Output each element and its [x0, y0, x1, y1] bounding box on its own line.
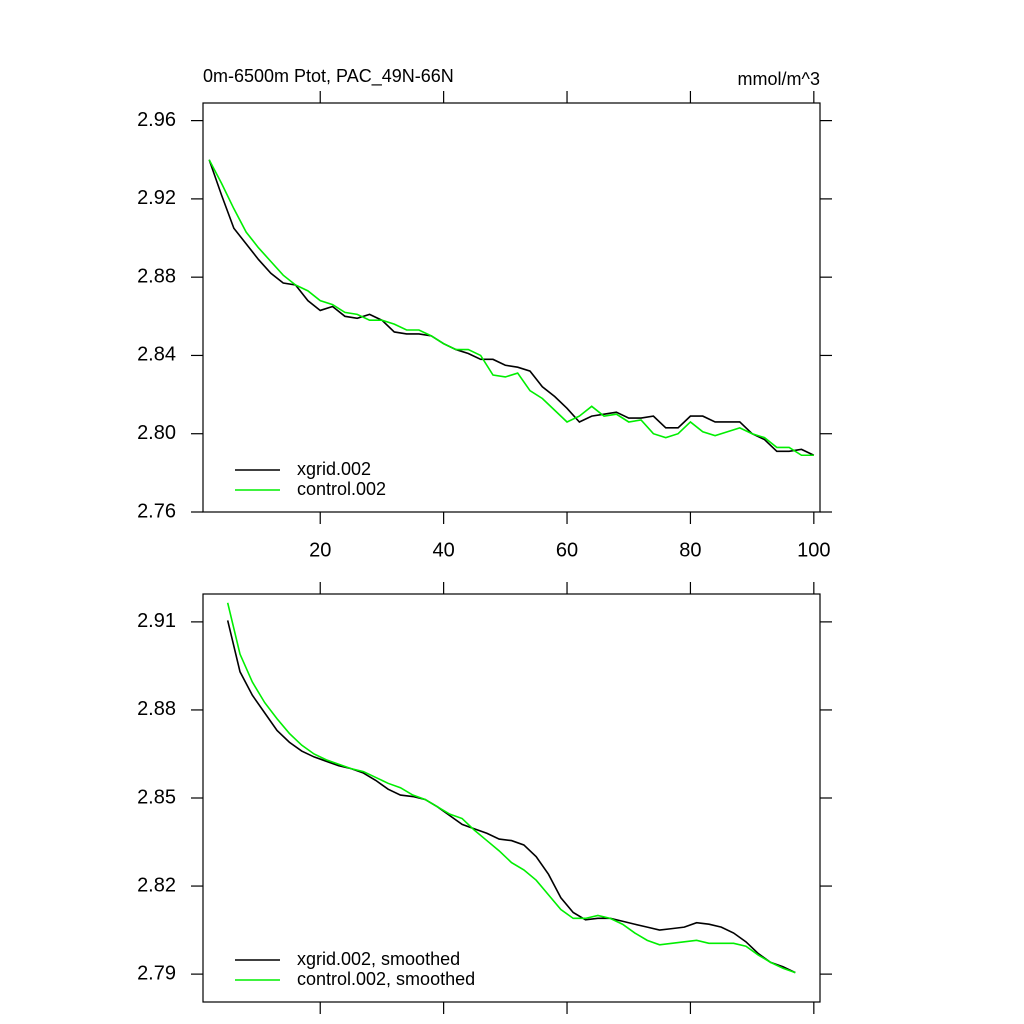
y-tick-label: 2.84 — [137, 344, 176, 366]
series-line — [226, 602, 796, 974]
chart-title: 0m-6500m Ptot, PAC_49N-66N — [203, 66, 454, 87]
plot-frame — [202, 102, 821, 513]
y-tick-label: 2.92 — [137, 187, 176, 209]
x-tick-label: 80 — [679, 539, 701, 561]
x-tick-label: 100 — [797, 539, 830, 561]
series-line — [208, 159, 814, 457]
series-line — [226, 620, 796, 974]
y-tick-label: 2.88 — [137, 265, 176, 287]
x-tick-label: 60 — [556, 539, 578, 561]
series-line — [208, 159, 815, 456]
y-tick-label: 2.79 — [137, 962, 176, 984]
legend-label: xgrid.002, smoothed — [297, 949, 460, 969]
y-tick-label: 2.76 — [137, 500, 176, 522]
y-tick-label: 2.80 — [137, 422, 176, 444]
units-label: mmol/m^3 — [738, 69, 820, 89]
y-tick-label: 2.82 — [137, 874, 176, 896]
y-tick-label: 2.88 — [137, 698, 176, 720]
y-tick-label: 2.96 — [137, 109, 176, 131]
plot-frame — [202, 593, 821, 1003]
legend-label: control.002 — [297, 479, 386, 499]
legend-label: control.002, smoothed — [297, 969, 475, 989]
x-tick-label: 40 — [433, 539, 455, 561]
x-tick-label: 20 — [309, 539, 331, 561]
y-tick-label: 2.91 — [137, 610, 176, 632]
y-tick-label: 2.85 — [137, 786, 176, 808]
legend-label: xgrid.002 — [297, 459, 371, 479]
